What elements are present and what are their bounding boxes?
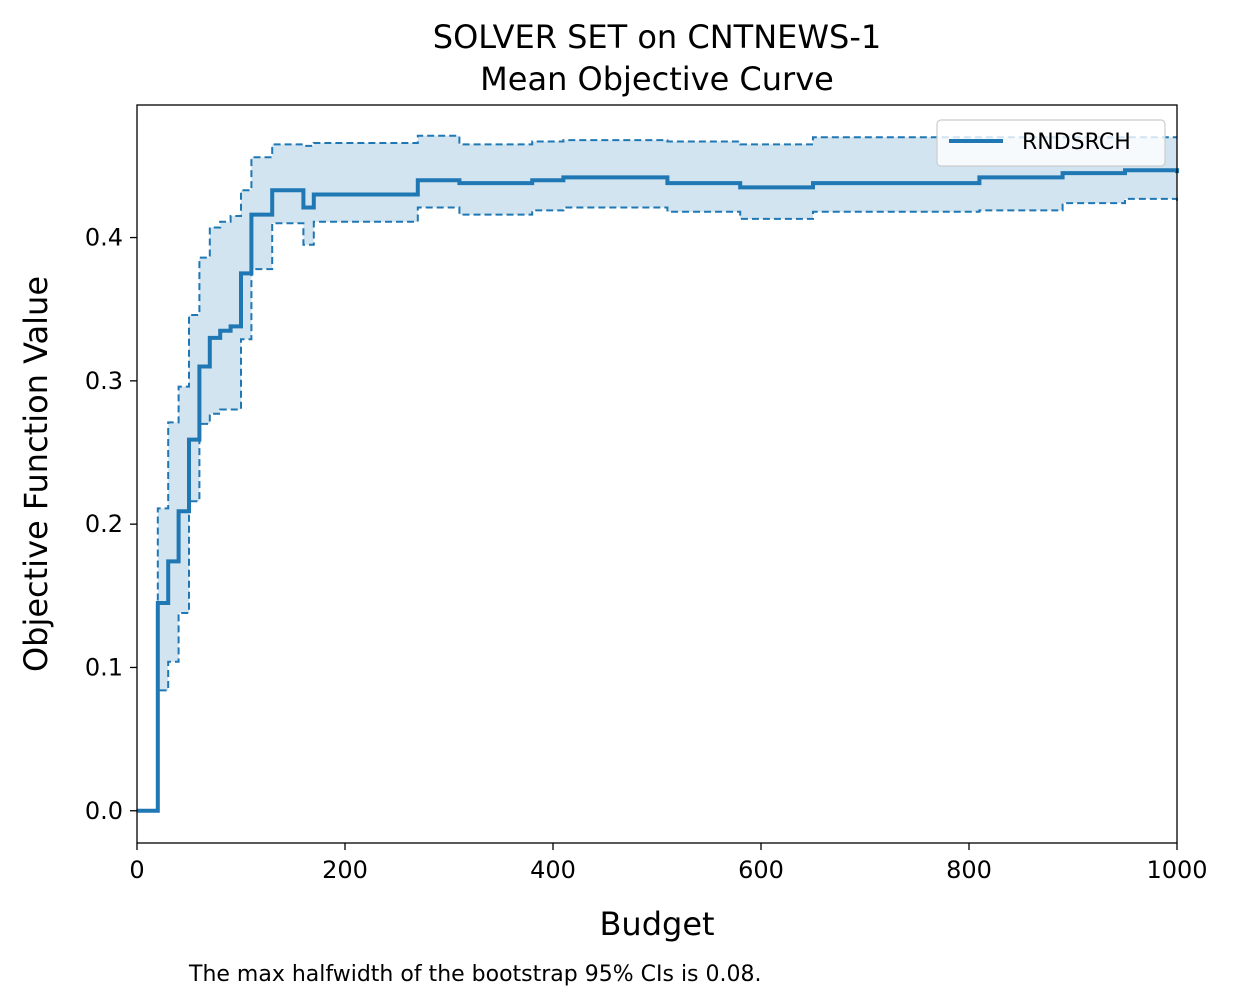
x-axis-ticks: 0 200 400 600 800 1000 — [129, 843, 1208, 884]
y-tick-label: 0.2 — [85, 510, 123, 538]
y-tick-label: 0.1 — [85, 653, 123, 681]
x-tick-label: 1000 — [1146, 856, 1207, 884]
y-tick-label: 0.3 — [85, 367, 123, 395]
mean-curve-rndsrch — [137, 168, 1179, 813]
chart-title-line2: Mean Objective Curve — [480, 60, 834, 98]
legend-label-rndsrch: RNDSRCH — [1022, 130, 1131, 155]
plot-area — [137, 134, 1179, 813]
ci-lower-line-rndsrch — [137, 197, 1178, 812]
legend-box — [936, 119, 1166, 167]
legend: RNDSRCH — [936, 119, 1166, 167]
chart-title-line1: SOLVER SET on CNTNEWS-1 — [433, 18, 881, 56]
axes-frame — [136, 104, 1178, 844]
ci-upper-line-rndsrch — [137, 134, 1177, 812]
x-tick-label: 600 — [738, 856, 784, 884]
x-tick-label: 0 — [129, 856, 144, 884]
x-axis-label: Budget — [599, 905, 714, 943]
x-tick-label: 800 — [946, 856, 992, 884]
y-axis-ticks: 0.0 0.1 0.2 0.3 0.4 — [85, 224, 137, 825]
x-tick-label: 200 — [322, 856, 368, 884]
x-tick-label: 400 — [530, 856, 576, 884]
y-tick-label: 0.0 — [85, 797, 123, 825]
y-axis-label: Objective Function Value — [17, 276, 55, 672]
y-tick-label: 0.4 — [85, 224, 123, 252]
footnote: The max halfwidth of the bootstrap 95% C… — [188, 962, 761, 987]
ci-band-rndsrch — [137, 135, 1177, 811]
